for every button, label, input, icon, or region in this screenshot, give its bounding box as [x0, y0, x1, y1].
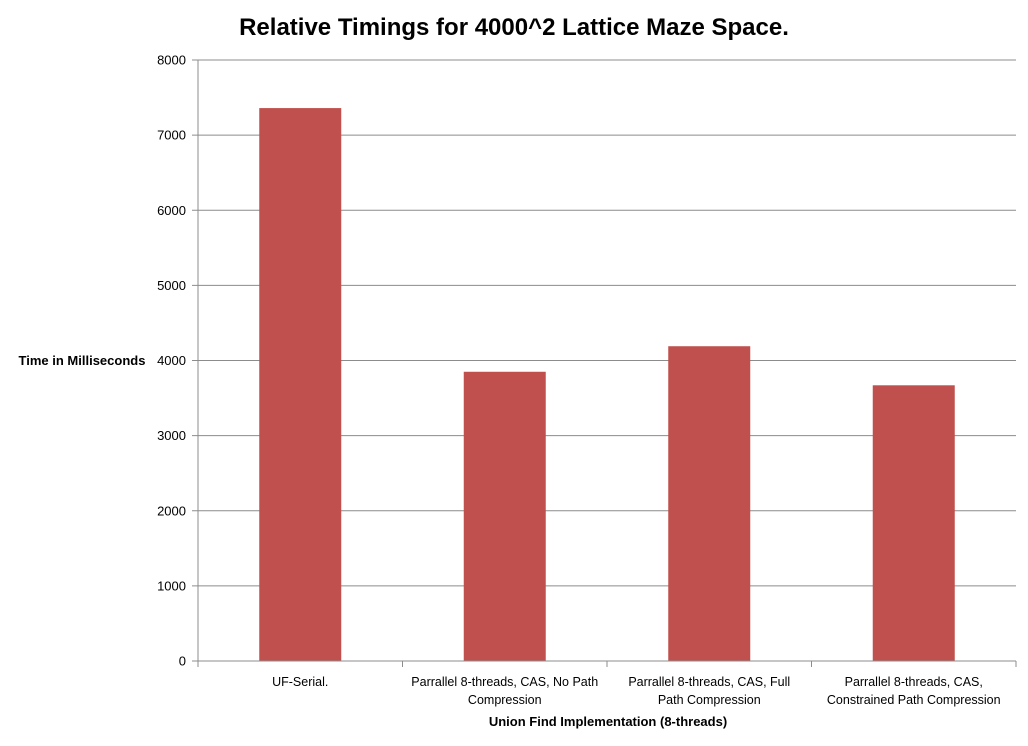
- y-tick-label: 5000: [157, 278, 186, 293]
- y-tick-label: 6000: [157, 203, 186, 218]
- y-tick-label: 1000: [157, 578, 186, 593]
- x-category-label: Compression: [468, 693, 542, 707]
- y-tick-label: 4000: [157, 353, 186, 368]
- x-category-label: Parrallel 8-threads, CAS, No Path: [411, 675, 598, 689]
- bars: [259, 108, 955, 661]
- x-category-label: Parrallel 8-threads, CAS, Full: [628, 675, 790, 689]
- y-tick-label: 0: [179, 654, 186, 669]
- y-tick-label: 3000: [157, 428, 186, 443]
- chart-title: Relative Timings for 4000^2 Lattice Maze…: [239, 14, 789, 41]
- x-category-labels: UF-Serial. Parrallel 8-threads, CAS, No P…: [272, 675, 1001, 707]
- y-tick-label: 7000: [157, 128, 186, 143]
- x-category-label: Constrained Path Compression: [827, 693, 1001, 707]
- y-tick-label: 8000: [157, 53, 186, 68]
- x-category-label: Path Compression: [658, 693, 761, 707]
- bar: [668, 346, 751, 661]
- bar: [872, 385, 955, 661]
- y-axis-label: Time in Milliseconds: [19, 353, 146, 368]
- x-axis-label: Union Find Implementation (8-threads): [489, 714, 727, 729]
- x-category-label: UF-Serial.: [272, 675, 328, 689]
- y-tick-label: 2000: [157, 503, 186, 518]
- x-category-label: Parrallel 8-threads, CAS,: [845, 675, 983, 689]
- bar: [259, 108, 342, 661]
- y-tick-labels: 0 1000 2000 3000 4000 5000 6000 7000 8000: [157, 53, 198, 669]
- bar: [463, 371, 546, 661]
